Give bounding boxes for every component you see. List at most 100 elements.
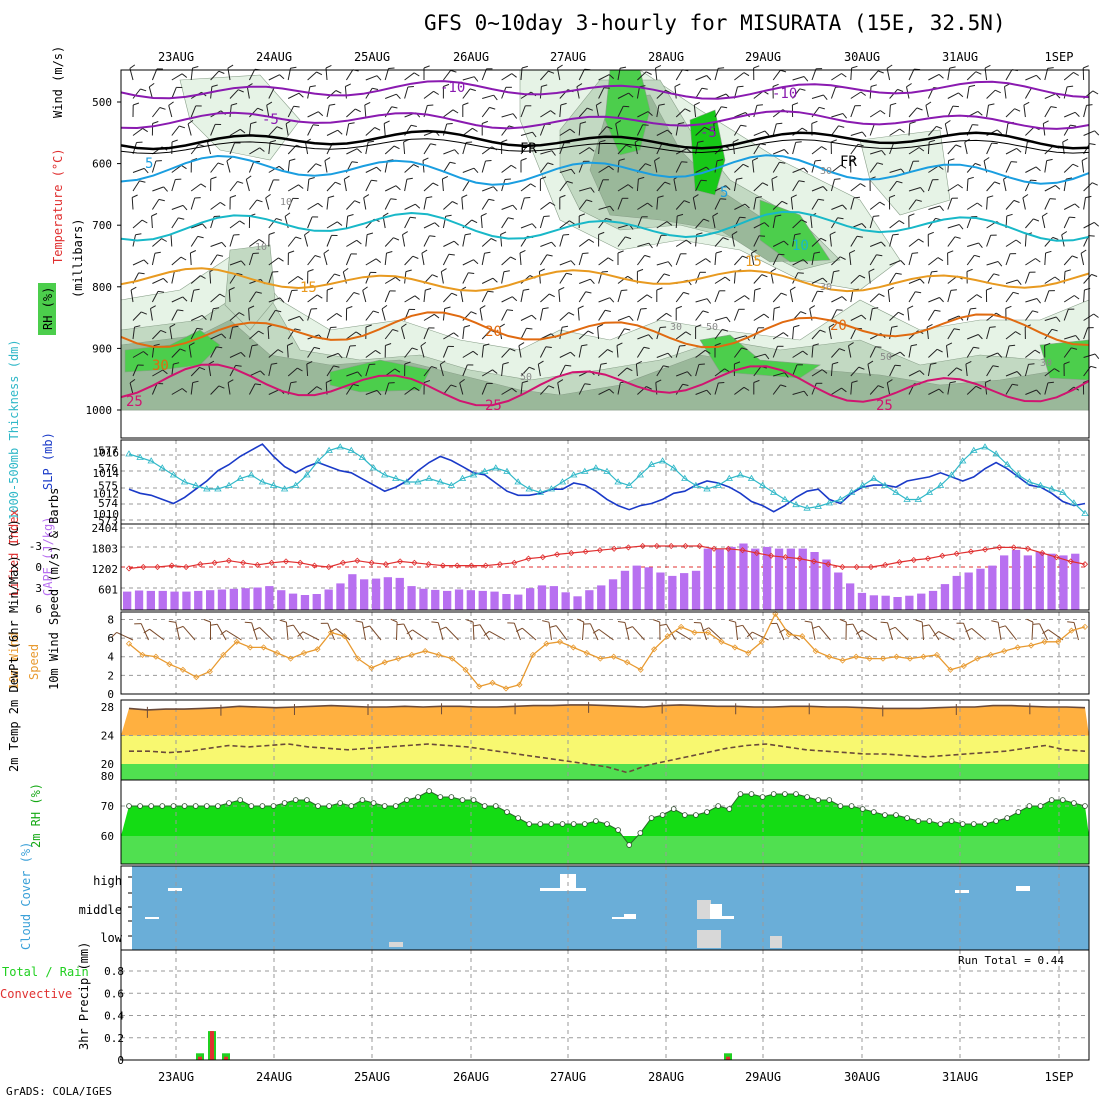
wind-barb-flag — [421, 249, 428, 254]
wind-barb-flag — [372, 87, 379, 90]
wind-barb-flag — [168, 101, 174, 106]
wind-barb-flag — [609, 388, 615, 394]
wind-barb — [908, 370, 920, 377]
wind-barb-flag — [975, 71, 982, 75]
rh-point — [570, 821, 577, 827]
wind-barb-flag — [218, 385, 225, 389]
wind-barb — [1083, 182, 1093, 192]
wind-speed-point — [274, 649, 281, 657]
wind-barb-flag — [356, 239, 362, 245]
wind-barb-flag — [736, 177, 743, 180]
wind-barb — [404, 255, 414, 266]
wind-barb-flag — [937, 257, 944, 262]
thickness-point — [214, 485, 222, 492]
wind-barb-flag — [800, 311, 807, 315]
wind-barb-flag — [297, 367, 303, 372]
cape-bar — [1059, 555, 1068, 610]
wind-barb-flag — [129, 64, 136, 69]
wind-barb-flag — [812, 343, 819, 346]
wind-barb — [656, 261, 669, 266]
wind-barb-flag — [570, 168, 576, 175]
wind-speed-point — [529, 651, 536, 658]
wind-barb-flag — [660, 326, 667, 328]
wind-barb-flag — [799, 88, 806, 91]
surface-wind-barb-flag — [846, 623, 854, 626]
surface-wind-barb — [472, 621, 475, 641]
wind-barb-flag — [217, 162, 224, 166]
top-date-label: 28AUG — [648, 50, 684, 64]
surface-wind-barb — [708, 627, 723, 641]
wind-barb — [714, 237, 724, 247]
wind-barb — [383, 123, 386, 136]
wind-barb — [423, 235, 430, 247]
wind-barb — [753, 353, 766, 358]
wind-barb — [208, 364, 212, 377]
wind-barb — [268, 74, 280, 81]
wind-barb-flag — [950, 289, 957, 291]
wind-barb-flag — [329, 103, 336, 106]
surface-wind-barb-flag — [390, 618, 398, 623]
wind-barb-flag — [820, 237, 827, 242]
precip-total-bar — [724, 1053, 732, 1060]
wind-barb — [384, 382, 390, 395]
lifted-index-point — [1024, 545, 1031, 552]
wind-barb-flag — [832, 361, 839, 365]
cape-bar — [1071, 553, 1080, 610]
wind-barb-flag — [639, 85, 646, 88]
rh-point — [793, 791, 799, 797]
wind-barb-flag — [781, 200, 788, 205]
wind-barb-flag — [899, 128, 905, 133]
contour-label: 50 — [520, 372, 532, 383]
cape-bar — [443, 590, 452, 610]
wind-barb — [714, 329, 723, 340]
wind-barb-flag — [584, 383, 591, 385]
lifted-index-point — [382, 561, 389, 568]
wind-barb — [578, 253, 583, 266]
rh-label: RH (%) — [41, 287, 55, 330]
wind-barb-flag — [394, 368, 401, 373]
surface-wind-barb-flag — [888, 626, 896, 631]
wind-barb-flag — [590, 278, 595, 285]
wind-barb-flag — [623, 105, 630, 108]
wind-barb — [130, 290, 134, 303]
pressure-tick-label: 900 — [92, 342, 112, 355]
rh-point — [259, 803, 266, 809]
wind-speed-point — [839, 657, 846, 664]
wind-barb-flag — [1089, 143, 1096, 146]
wind-barb-flag — [916, 107, 923, 111]
surface-wind-barb-flag — [220, 630, 227, 636]
wind-barb-flag — [154, 251, 161, 254]
wind-barb — [365, 127, 376, 136]
wind-barb-flag — [1093, 222, 1100, 227]
wind-barb-flag — [857, 143, 864, 147]
wind-barb-flag — [313, 346, 321, 350]
lifted-index-point — [268, 559, 275, 566]
wind-barb-flag — [1044, 342, 1051, 346]
wind-barb — [811, 329, 821, 340]
wind-barb — [151, 68, 158, 81]
rh-point — [148, 803, 155, 809]
wind-barb — [656, 197, 659, 210]
wind-barb — [229, 105, 232, 118]
wind-barb-flag — [1067, 85, 1074, 88]
wind-barb — [307, 294, 318, 303]
cape-bar — [419, 588, 428, 610]
wind-barb-flag — [693, 194, 699, 199]
wind-barb — [870, 241, 882, 247]
cape-bar — [170, 591, 179, 610]
wind-barb — [249, 199, 258, 210]
cape-bar — [810, 552, 819, 610]
wind-barb — [928, 257, 939, 266]
wind-barb — [578, 238, 590, 247]
cape-tick-label: 1803 — [92, 542, 119, 555]
wind-barb — [734, 386, 745, 395]
wind-barb — [443, 109, 454, 118]
rh-point — [1060, 797, 1066, 803]
wind-barb — [520, 314, 533, 321]
thickness-point — [425, 474, 433, 481]
thickness-point — [970, 446, 978, 453]
rh-point — [870, 809, 877, 815]
wind-barb — [850, 91, 862, 99]
wind-barb-flag — [744, 295, 750, 300]
